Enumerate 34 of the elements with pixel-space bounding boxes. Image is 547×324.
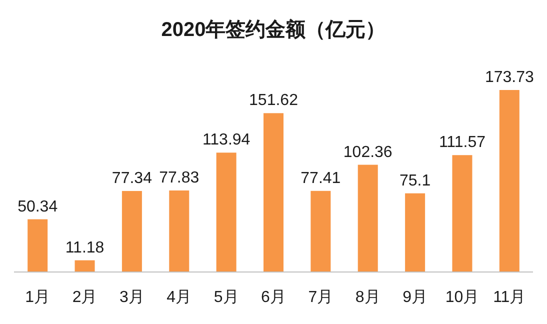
data-label: 77.41 [300,170,341,187]
bar [405,193,426,272]
bar [216,152,236,272]
chart-title: 2020年签约金额（亿元） [161,18,386,41]
x-tick-label: 4月 [166,289,192,306]
bar [499,90,520,272]
bar [122,190,142,272]
x-tick-label: 10月 [445,289,480,306]
bar [264,113,284,272]
x-tick-label: 2月 [72,289,98,306]
data-label: 151.62 [249,92,298,110]
bar [452,155,472,272]
x-tick-label: 9月 [402,289,428,306]
x-tick-label: 8月 [355,289,380,306]
data-label: 102.36 [343,144,392,161]
x-tick-label: 3月 [120,289,144,306]
data-label: 75.1 [399,172,431,190]
bar [358,164,378,272]
data-label: 50.34 [18,198,58,216]
data-label: 11.18 [65,239,104,256]
bar [169,190,190,272]
data-label: 113.94 [202,132,250,149]
bar [74,260,95,272]
x-tick-label: 6月 [261,289,286,306]
x-tick-label: 7月 [308,289,334,306]
x-tick-label: 11月 [493,289,526,306]
data-label: 77.34 [112,170,152,187]
data-label: 111.57 [438,134,486,152]
x-tick-label: 5月 [214,289,239,306]
x-tick-label: 1月 [25,289,50,306]
data-label: 173.73 [484,69,534,86]
bar [28,219,48,272]
data-label: 77.83 [159,169,200,186]
bar [310,190,331,272]
